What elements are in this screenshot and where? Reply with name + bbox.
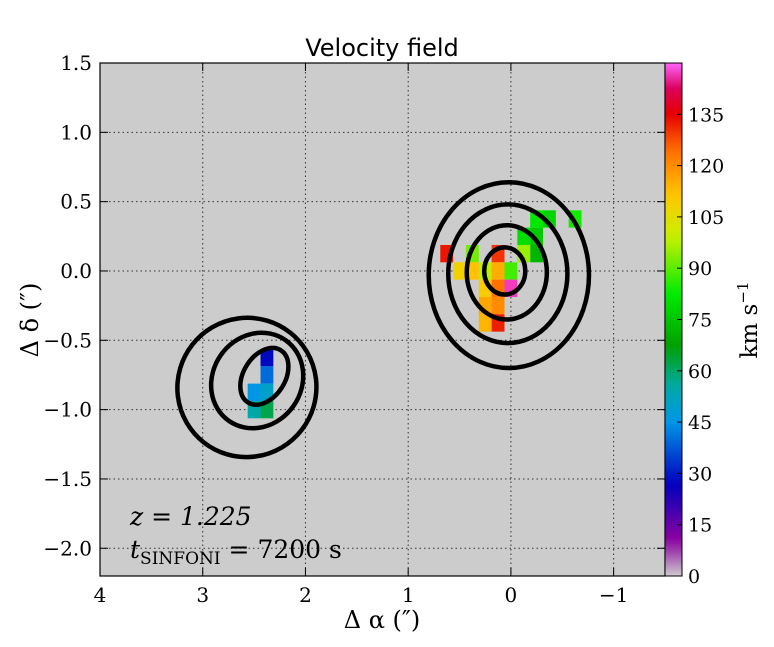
x-tick-label-5: −1 xyxy=(599,583,628,607)
velocity-pixel-11 xyxy=(491,262,505,280)
colorbar-tick-label-5: 75 xyxy=(688,310,712,332)
colorbar-unit: km s xyxy=(737,304,763,359)
y-tick-label-1: 1.0 xyxy=(60,120,92,144)
exposure-value: = 7200 s xyxy=(221,535,342,564)
flux-contour-1 xyxy=(445,202,570,346)
x-tick-label-0: 4 xyxy=(94,583,107,607)
colorbar-tick-label-8: 120 xyxy=(688,156,724,178)
chart-title: Velocity field xyxy=(305,34,459,62)
redshift-annotation: z = 1.225 xyxy=(129,502,252,531)
x-tick-label-2: 2 xyxy=(299,583,312,607)
colorbar-tick-label-3: 45 xyxy=(688,412,712,434)
colorbar-tick-label-7: 105 xyxy=(688,207,724,229)
x-tick-label-1: 3 xyxy=(196,583,209,607)
velocity-pixel-13 xyxy=(453,262,466,280)
flux-contour-0 xyxy=(426,179,592,371)
x-axis-ticks: 4 3 2 1 0 −1 xyxy=(94,63,628,607)
flux-contour-3 xyxy=(481,245,528,297)
colorbar-tick-label-1: 15 xyxy=(688,515,712,537)
plot-background xyxy=(100,63,665,576)
colorbar-label: km s−1 xyxy=(734,282,763,359)
x-axis-label: Δ α (″) xyxy=(344,606,421,634)
y-tick-label-6: −1.5 xyxy=(43,467,92,491)
colorbar-tick-label-2: 30 xyxy=(688,463,712,485)
y-tick-label-3: 0.0 xyxy=(60,259,92,283)
velocity-pixel-24 xyxy=(260,383,274,401)
y-tick-label-2: 0.5 xyxy=(60,190,92,214)
x-tick-label-4: 0 xyxy=(505,583,518,607)
colorbar-tick-label-0: 0 xyxy=(688,566,700,588)
velocity-pixel-19 xyxy=(491,296,505,315)
velocity-pixel-25 xyxy=(247,383,261,401)
velocity-pixel-20 xyxy=(478,314,492,332)
y-tick-label-5: −1.0 xyxy=(43,398,92,422)
y-tick-label-0: 1.5 xyxy=(60,51,92,75)
exposure-annotation: tSINFONI = 7200 s xyxy=(130,535,342,569)
flux-contour-4 xyxy=(175,315,319,460)
colorbar-tick-label-4: 60 xyxy=(688,361,712,383)
colorbar-tick-label-9: 135 xyxy=(688,104,724,126)
y-axis-label: Δ δ (″) xyxy=(16,283,44,358)
velocity-pixel-23 xyxy=(260,366,274,384)
exposure-subscript: SINFONI xyxy=(140,549,221,569)
colorbar-tick-label-6: 90 xyxy=(688,258,712,280)
flux-contour-5 xyxy=(208,330,306,431)
y-axis-ticks: 1.5 1.0 0.5 0.0 −0.5 −1.0 −1.5 −2.0 xyxy=(43,51,665,560)
flux-contour-2 xyxy=(464,222,550,322)
exposure-symbol: t xyxy=(130,535,141,564)
y-tick-label-7: −2.0 xyxy=(43,536,92,560)
flux-contours xyxy=(175,179,592,460)
velocity-pixel-4 xyxy=(530,227,544,245)
colorbar-ticks: 0 15 30 45 60 75 90 105 120 135 xyxy=(677,104,724,588)
colorbar-unit-exponent: −1 xyxy=(734,282,752,304)
y-tick-label-4: −0.5 xyxy=(43,328,92,352)
velocity-pixel-22 xyxy=(260,348,274,367)
x-tick-label-3: 1 xyxy=(402,583,415,607)
flux-contour-6 xyxy=(238,345,291,407)
velocity-pixel-12 xyxy=(504,262,518,280)
